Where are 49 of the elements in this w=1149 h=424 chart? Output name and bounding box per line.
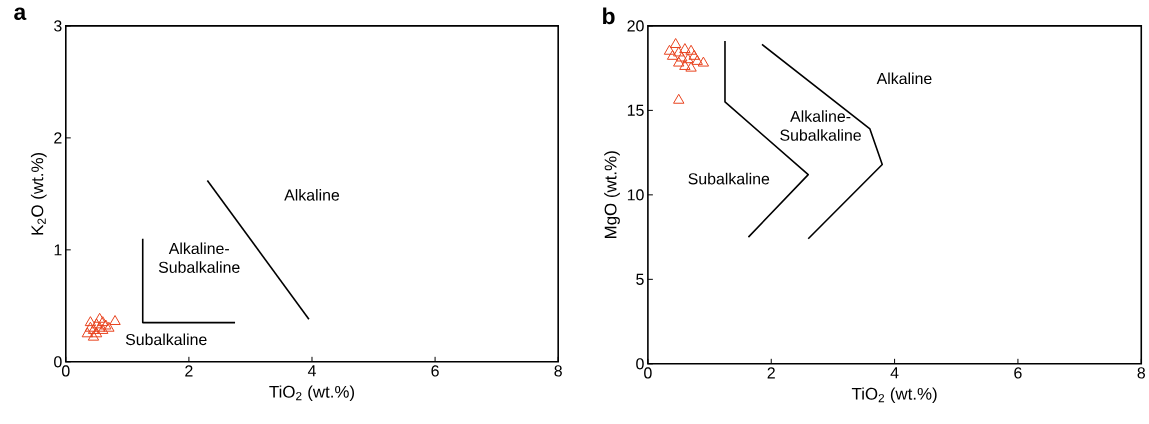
annotation: Alkaline-Subalkaline [780, 110, 861, 142]
x-tick-label: 2 [767, 367, 775, 379]
chart-title: b [603, 7, 615, 25]
y-tick-label: 1 [54, 244, 62, 256]
annotation: Alkaline [284, 189, 340, 201]
point [679, 60, 691, 71]
y-tick-label: 15 [627, 105, 644, 117]
y-tick-label: 3 [54, 20, 62, 32]
point [669, 38, 682, 49]
y-tick-label: 0 [54, 356, 62, 368]
annotation: Alkaline [876, 72, 932, 85]
point [666, 50, 679, 60]
point [697, 56, 710, 67]
x-tick-label: 0 [644, 367, 652, 379]
point [109, 315, 121, 326]
point [682, 53, 694, 64]
point [673, 56, 685, 67]
chart-title: a [14, 7, 27, 21]
point [97, 324, 109, 335]
point [81, 327, 94, 338]
x-tick-label: 8 [1137, 367, 1145, 379]
y-axis-title: MgO (wt.%) [604, 151, 620, 239]
point [663, 44, 676, 55]
x-tick-label: 2 [185, 365, 193, 377]
x-tick-label: 6 [1014, 367, 1022, 379]
annotation: Subalkaline [125, 333, 207, 346]
y-tick-label: 2 [54, 132, 62, 144]
point [688, 50, 700, 60]
x-tick-label: 8 [554, 365, 562, 377]
x-tick-label: 4 [890, 367, 899, 379]
annotation: Subalkaline [688, 173, 770, 185]
x-axis-title: TiO$_{2}$ (wt.%) [269, 385, 355, 402]
point [685, 44, 697, 55]
y-tick-label: 20 [627, 20, 644, 32]
x-axis-title: TiO$_{2}$ (wt.%) [851, 387, 937, 404]
point [673, 46, 685, 57]
x-tick-label: 0 [62, 365, 70, 377]
y-tick-label: 5 [636, 273, 644, 286]
annotation: Alkaline-Subalkaline [158, 242, 240, 274]
point [679, 43, 691, 54]
x-tick-label: 4 [307, 365, 316, 377]
point [691, 55, 703, 66]
point [84, 316, 97, 327]
y-tick-label: 10 [627, 189, 644, 201]
point [685, 61, 697, 72]
point [673, 93, 685, 104]
x-tick-label: 6 [431, 365, 439, 377]
point [93, 312, 106, 323]
y-axis-title: K$_{2}$O (wt.%) [30, 153, 47, 235]
